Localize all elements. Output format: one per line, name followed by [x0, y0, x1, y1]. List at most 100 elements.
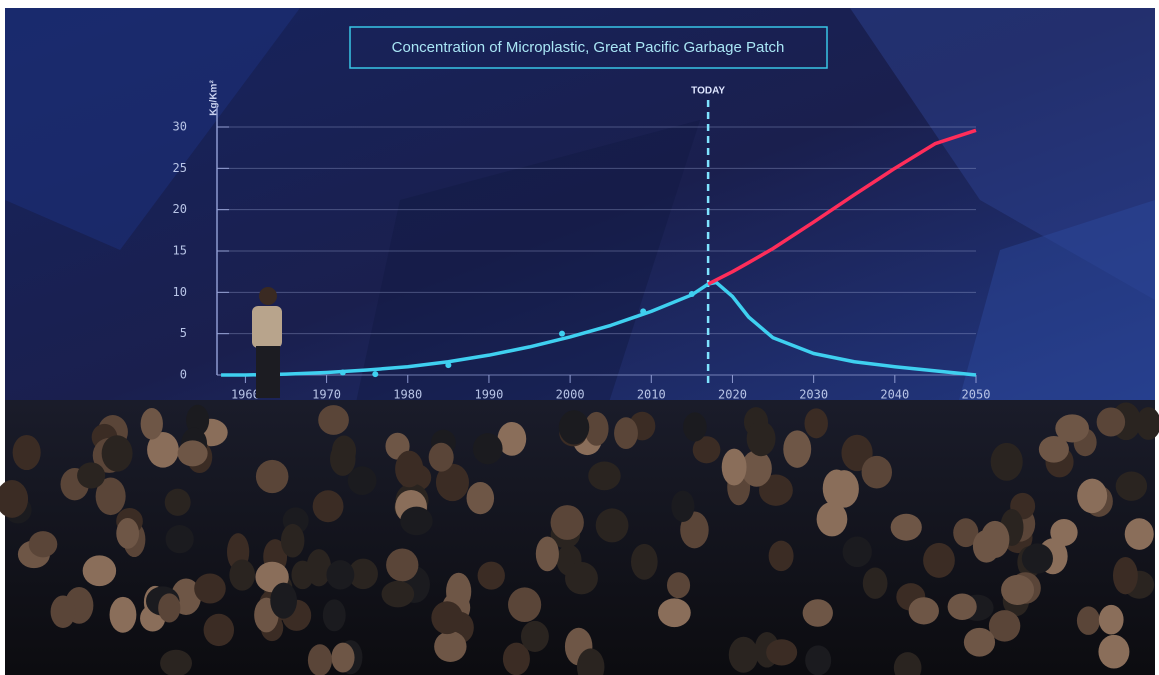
head [12, 434, 41, 471]
y-tick-label: 20 [173, 202, 187, 216]
head [502, 642, 530, 675]
head [386, 548, 419, 582]
head [381, 580, 415, 608]
head [497, 421, 527, 456]
y-tick-label: 10 [173, 285, 187, 299]
head [630, 543, 658, 580]
head [576, 648, 605, 675]
head [477, 561, 505, 590]
head [671, 490, 695, 522]
head [550, 505, 584, 540]
head [614, 417, 638, 450]
head [768, 540, 794, 572]
observed-point [445, 362, 452, 369]
head [307, 644, 332, 675]
head [147, 432, 179, 468]
y-tick-label: 15 [173, 244, 187, 258]
head [164, 488, 191, 516]
head [270, 582, 298, 619]
head [472, 433, 503, 465]
head [203, 613, 235, 647]
head [177, 440, 208, 467]
observed-point [688, 290, 695, 297]
head [908, 597, 939, 625]
x-tick-label: 1970 [312, 388, 341, 402]
head [822, 469, 851, 508]
head [435, 463, 470, 502]
head [805, 645, 832, 675]
head [565, 561, 598, 595]
head [861, 455, 893, 489]
series-line [707, 128, 977, 286]
series-line [221, 280, 977, 377]
head [165, 525, 194, 554]
head [1136, 407, 1159, 440]
head [101, 435, 133, 472]
head [109, 596, 137, 633]
title-box [349, 26, 828, 69]
head [947, 593, 977, 621]
head [980, 520, 1010, 559]
head [990, 442, 1023, 481]
head [326, 560, 355, 590]
head [312, 490, 344, 523]
head [395, 450, 424, 488]
head [1077, 478, 1108, 514]
observed-point [339, 369, 346, 376]
annotation: TODAY [691, 86, 725, 97]
head [1115, 471, 1148, 501]
x-tick-label: 1960 [231, 388, 260, 402]
head [1124, 518, 1154, 550]
head [291, 560, 314, 590]
head [331, 642, 355, 673]
head [595, 508, 629, 543]
head [1050, 518, 1078, 546]
bg-shape [5, 8, 300, 250]
head [158, 593, 181, 623]
head [1112, 556, 1138, 595]
head [400, 506, 433, 536]
head [520, 620, 549, 652]
presenter [252, 287, 282, 398]
x-tick-label: 2040 [880, 388, 909, 402]
head [431, 601, 463, 635]
head [728, 636, 759, 673]
head [842, 536, 872, 568]
bg-shape [850, 8, 1155, 300]
x-tick-label: 2030 [799, 388, 828, 402]
head [50, 595, 76, 628]
head [347, 466, 377, 495]
y-tick-label: 0 [180, 368, 187, 382]
head [1096, 407, 1126, 437]
head [1098, 604, 1124, 635]
head [140, 407, 163, 440]
observed-point [559, 330, 565, 337]
head [322, 599, 346, 632]
head [766, 639, 798, 666]
head [666, 572, 691, 599]
head [318, 405, 349, 435]
head [692, 436, 721, 464]
head [160, 649, 193, 675]
head [229, 559, 256, 591]
head [428, 442, 454, 472]
head [683, 412, 707, 442]
head [741, 450, 772, 487]
head [508, 587, 542, 623]
bg-shape [950, 200, 1155, 433]
head [194, 573, 226, 604]
head [116, 517, 140, 549]
head [963, 627, 996, 657]
head [1098, 634, 1130, 669]
x-tick-label: 2050 [962, 388, 991, 402]
head [1055, 414, 1089, 443]
head [82, 555, 117, 587]
head [434, 631, 467, 662]
head [802, 599, 833, 627]
x-tick-label: 2020 [718, 388, 747, 402]
x-tick-label: 1990 [474, 388, 503, 402]
head [28, 531, 58, 558]
head [816, 501, 848, 537]
head [862, 567, 888, 599]
head [1038, 435, 1069, 463]
